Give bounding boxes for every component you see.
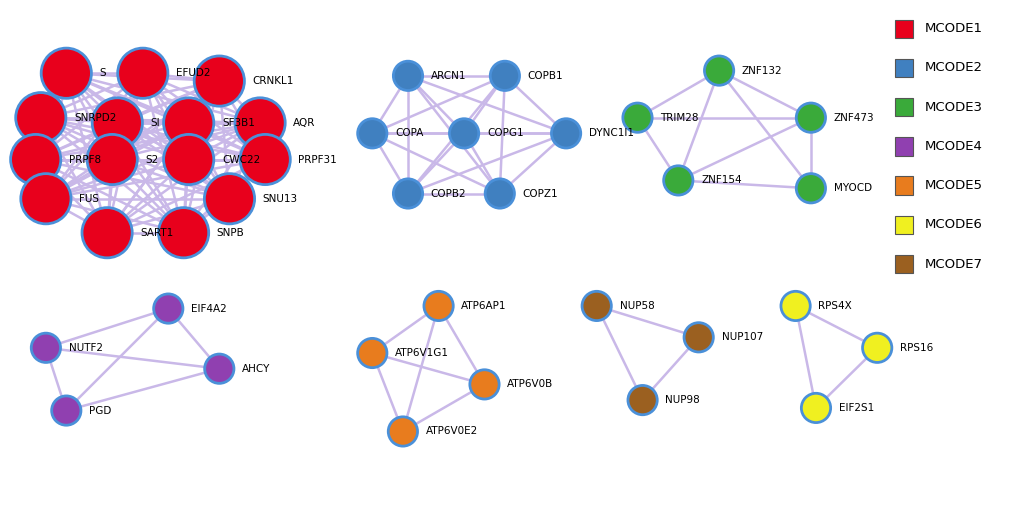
Ellipse shape bbox=[449, 119, 478, 148]
Bar bbox=[894, 19, 912, 38]
Ellipse shape bbox=[87, 134, 138, 185]
Text: S2: S2 bbox=[146, 154, 159, 165]
Text: MCODE4: MCODE4 bbox=[924, 140, 982, 153]
Bar bbox=[894, 98, 912, 117]
Text: ARCN1: ARCN1 bbox=[430, 71, 466, 81]
Ellipse shape bbox=[205, 354, 233, 383]
Text: NUP98: NUP98 bbox=[664, 395, 699, 405]
Ellipse shape bbox=[862, 333, 891, 362]
Ellipse shape bbox=[154, 294, 182, 323]
Ellipse shape bbox=[704, 56, 733, 85]
Text: SART1: SART1 bbox=[141, 228, 173, 238]
Text: COPA: COPA bbox=[394, 128, 423, 139]
Ellipse shape bbox=[393, 61, 422, 90]
Text: EIF2S1: EIF2S1 bbox=[838, 403, 873, 413]
Text: MCODE7: MCODE7 bbox=[924, 258, 982, 270]
Text: DYNC1I1: DYNC1I1 bbox=[588, 128, 633, 139]
Text: ATP6V0E2: ATP6V0E2 bbox=[425, 426, 478, 437]
Text: MCODE2: MCODE2 bbox=[924, 62, 982, 74]
Text: RPS16: RPS16 bbox=[899, 343, 932, 353]
Ellipse shape bbox=[234, 98, 285, 148]
Bar bbox=[894, 59, 912, 77]
Bar bbox=[894, 215, 912, 234]
Text: CWC22: CWC22 bbox=[222, 154, 260, 165]
Text: ZNF473: ZNF473 bbox=[833, 112, 873, 123]
Ellipse shape bbox=[158, 208, 209, 258]
Ellipse shape bbox=[92, 98, 143, 148]
Ellipse shape bbox=[663, 166, 692, 195]
Text: S: S bbox=[100, 68, 106, 78]
Text: MCODE5: MCODE5 bbox=[924, 179, 982, 192]
Text: TRIM28: TRIM28 bbox=[659, 112, 698, 123]
Text: NUP58: NUP58 bbox=[619, 301, 653, 311]
Ellipse shape bbox=[194, 56, 245, 106]
Text: EFUD2: EFUD2 bbox=[176, 68, 210, 78]
Ellipse shape bbox=[32, 333, 60, 362]
Text: SF3B1: SF3B1 bbox=[222, 118, 255, 128]
Ellipse shape bbox=[623, 103, 651, 132]
Text: COPG1: COPG1 bbox=[486, 128, 523, 139]
Text: NUP107: NUP107 bbox=[720, 332, 762, 343]
Ellipse shape bbox=[15, 93, 66, 143]
Text: COPZ1: COPZ1 bbox=[522, 188, 557, 199]
Text: SNPB: SNPB bbox=[217, 228, 245, 238]
Ellipse shape bbox=[20, 174, 71, 224]
Ellipse shape bbox=[796, 174, 824, 203]
Text: PRPF8: PRPF8 bbox=[69, 154, 101, 165]
Ellipse shape bbox=[358, 338, 386, 368]
Ellipse shape bbox=[485, 179, 514, 208]
Bar bbox=[894, 176, 912, 195]
Ellipse shape bbox=[163, 98, 214, 148]
Ellipse shape bbox=[163, 134, 214, 185]
Text: MCODE1: MCODE1 bbox=[924, 22, 982, 35]
Text: FUS: FUS bbox=[79, 194, 99, 204]
Ellipse shape bbox=[41, 48, 92, 98]
Ellipse shape bbox=[490, 61, 519, 90]
Ellipse shape bbox=[796, 103, 824, 132]
Ellipse shape bbox=[239, 134, 290, 185]
Bar bbox=[894, 137, 912, 156]
Ellipse shape bbox=[10, 134, 61, 185]
Text: ATP6V0B: ATP6V0B bbox=[506, 379, 553, 390]
Text: EIF4A2: EIF4A2 bbox=[191, 303, 226, 314]
Ellipse shape bbox=[470, 370, 498, 399]
Text: ATP6V1G1: ATP6V1G1 bbox=[394, 348, 448, 358]
Ellipse shape bbox=[781, 291, 809, 321]
Ellipse shape bbox=[628, 385, 656, 415]
Text: ZNF132: ZNF132 bbox=[741, 65, 782, 76]
Text: SI: SI bbox=[151, 118, 160, 128]
Ellipse shape bbox=[684, 323, 712, 352]
Text: ATP6AP1: ATP6AP1 bbox=[461, 301, 506, 311]
Ellipse shape bbox=[358, 119, 386, 148]
Ellipse shape bbox=[582, 291, 610, 321]
Ellipse shape bbox=[82, 208, 132, 258]
Ellipse shape bbox=[801, 393, 829, 423]
Text: SNRPD2: SNRPD2 bbox=[74, 112, 116, 123]
Ellipse shape bbox=[424, 291, 452, 321]
Text: CRNKL1: CRNKL1 bbox=[253, 76, 293, 86]
Text: NUTF2: NUTF2 bbox=[68, 343, 103, 353]
Text: MCODE3: MCODE3 bbox=[924, 101, 982, 113]
Ellipse shape bbox=[117, 48, 168, 98]
Text: COPB1: COPB1 bbox=[527, 71, 562, 81]
Text: AQR: AQR bbox=[293, 118, 316, 128]
Ellipse shape bbox=[204, 174, 255, 224]
Text: SNU13: SNU13 bbox=[263, 194, 298, 204]
Ellipse shape bbox=[52, 396, 81, 425]
Text: COPB2: COPB2 bbox=[430, 188, 466, 199]
Text: PGD: PGD bbox=[89, 405, 111, 416]
Ellipse shape bbox=[551, 119, 580, 148]
Text: MYOCD: MYOCD bbox=[833, 183, 871, 194]
Text: RPS4X: RPS4X bbox=[817, 301, 851, 311]
Ellipse shape bbox=[393, 179, 422, 208]
Text: ZNF154: ZNF154 bbox=[700, 175, 741, 186]
Text: MCODE6: MCODE6 bbox=[924, 219, 982, 231]
Text: PRPF31: PRPF31 bbox=[299, 154, 337, 165]
Text: AHCY: AHCY bbox=[242, 363, 270, 374]
Ellipse shape bbox=[388, 417, 417, 446]
Bar bbox=[894, 255, 912, 274]
